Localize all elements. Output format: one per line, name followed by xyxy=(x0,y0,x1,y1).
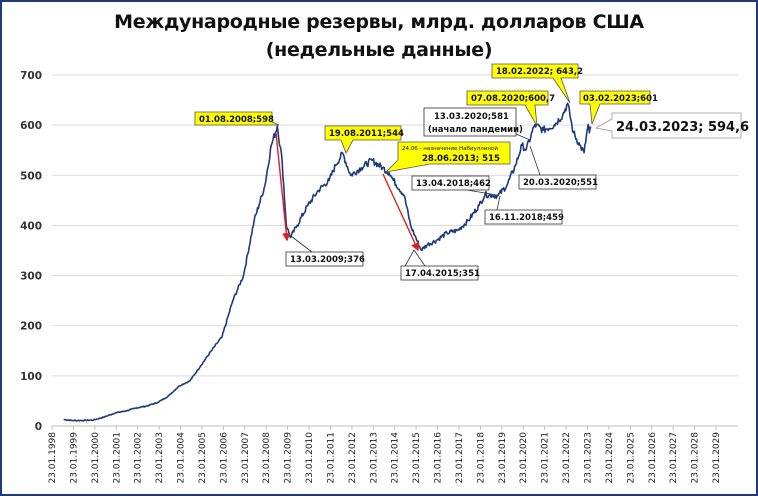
callout-2013-nabiullina: 24.06 - назначение Набиуллиной 28.06.201… xyxy=(384,141,511,173)
red-arrows xyxy=(275,132,419,252)
x-tick-label: 23.01.2012 xyxy=(348,432,358,484)
x-tick-label: 23.01.2007 xyxy=(241,432,251,484)
x-tick-label: 23.01.2005 xyxy=(198,432,208,484)
x-tick-label: 23.01.2018 xyxy=(476,432,486,484)
reserves-line xyxy=(63,102,592,422)
x-tick-label: 23.01.2019 xyxy=(498,432,508,484)
x-tick-label: 23.01.2003 xyxy=(155,432,165,484)
callout-2013-note: 24.06 - назначение Набиуллиной xyxy=(402,145,498,152)
callout-2018b-text: 16.11.2018;459 xyxy=(489,213,564,223)
red-arrow xyxy=(275,132,291,242)
callout-2009-text: 13.03.2009;376 xyxy=(290,255,365,265)
callout-2020-march-low: 20.03.2020;551 xyxy=(518,145,598,190)
callout-2022-peak: 18.02.2022; 643,2 xyxy=(491,63,583,104)
x-tick-label: 23.01.2020 xyxy=(519,432,529,484)
x-tick-label: 23.01.2009 xyxy=(284,432,294,484)
callout-2020a-line1: 13.03.2020;581 xyxy=(434,112,509,122)
chart-title-line1: Международные резервы, млрд. долларов СШ… xyxy=(114,11,644,33)
callout-2023b-text: 24.03.2023; 594,6 xyxy=(616,120,749,135)
x-tick-label: 23.01.2000 xyxy=(91,432,101,484)
x-tick-label: 23.01.2006 xyxy=(219,432,229,484)
callout-2023-feb: 03.02.2023;601 xyxy=(579,90,658,125)
y-tick-label: 400 xyxy=(20,220,42,232)
x-tick-label: 23.01.2008 xyxy=(262,432,272,484)
callout-2013-text: 28.06.2013; 515 xyxy=(422,154,500,164)
x-tick-label: 23.01.2001 xyxy=(112,432,122,484)
chart-title: Международные резервы, млрд. долларов СШ… xyxy=(0,8,758,64)
callout-2011-peak: 19.08.2011;544 xyxy=(324,125,404,154)
callout-2018a-text: 13.04.2018;462 xyxy=(416,179,491,189)
red-arrow xyxy=(382,173,419,252)
callout-2020a-line2: (начало пандемии) xyxy=(428,125,523,135)
x-tick-label: 23.01.2010 xyxy=(305,432,315,484)
annotations: 01.08.2008;598 13.03.2009;376 19.08.2011… xyxy=(194,63,749,281)
y-tick-label: 200 xyxy=(20,321,42,333)
x-tick-label: 23.01.2014 xyxy=(391,432,401,484)
callout-2009-low: 13.03.2009;376 xyxy=(285,235,365,267)
callout-2018-november: 16.11.2018;459 xyxy=(484,195,564,225)
x-tick-label: 23.01.1999 xyxy=(69,432,79,484)
x-tick-label: 23.01.1998 xyxy=(48,432,58,484)
x-tick-label: 23.01.2028 xyxy=(691,432,701,484)
x-tick-label: 23.01.2011 xyxy=(326,432,336,484)
y-tick-label: 700 xyxy=(20,70,42,82)
callout-2020b-text: 20.03.2020;551 xyxy=(523,178,598,188)
x-tick-label: 23.01.2029 xyxy=(712,432,722,484)
y-tick-label: 500 xyxy=(20,170,42,182)
callout-2020-august: 07.08.2020;600,7 xyxy=(466,90,555,127)
x-tick-label: 23.01.2027 xyxy=(669,432,679,484)
x-tick-label: 23.01.2022 xyxy=(562,432,572,484)
x-tick-label: 23.01.2021 xyxy=(541,432,551,484)
callout-2015-low: 17.04.2015;351 xyxy=(400,249,480,281)
x-tick-label: 23.01.2013 xyxy=(369,432,379,484)
x-tick-label: 23.01.2015 xyxy=(412,432,422,484)
x-tick-label: 23.01.2017 xyxy=(455,432,465,484)
callout-2023a-text: 03.02.2023;601 xyxy=(583,94,658,104)
callout-2020-pandemic: 13.03.2020;581 (начало пандемии) xyxy=(423,107,531,141)
callout-2023-latest: 24.03.2023; 594,6 xyxy=(594,112,749,139)
x-tick-label: 23.01.2016 xyxy=(434,432,444,484)
callout-2008-peak: 01.08.2008;598 xyxy=(194,111,280,126)
x-tick-label: 23.01.2025 xyxy=(626,432,636,484)
x-tick-label: 23.01.2002 xyxy=(134,432,144,484)
y-tick-label: 600 xyxy=(20,120,42,132)
x-axis: 23.01.1998 23.01.1999 23.01.2000 23.01.2001… xyxy=(48,425,738,484)
callout-2015-text: 17.04.2015;351 xyxy=(405,269,480,279)
x-tick-label: 23.01.2004 xyxy=(177,432,187,484)
x-tick-label: 23.01.2026 xyxy=(648,432,658,484)
y-tick-label: 300 xyxy=(20,271,42,283)
chart-title-line2: (недельные данные) xyxy=(265,39,493,61)
y-tick-label: 100 xyxy=(20,371,42,383)
callout-2020c-text: 07.08.2020;600,7 xyxy=(471,94,555,104)
callout-2008-text: 01.08.2008;598 xyxy=(199,115,274,125)
callout-2011-text: 19.08.2011;544 xyxy=(329,129,404,139)
callout-2018-april: 13.04.2018;462 xyxy=(411,175,498,196)
x-tick-label: 23.01.2023 xyxy=(584,432,594,484)
y-axis: 0 100 200 300 400 500 600 700 xyxy=(20,70,42,433)
x-tick-label: 23.01.2024 xyxy=(605,432,615,484)
y-tick-label: 0 xyxy=(35,421,42,433)
callout-2022-text: 18.02.2022; 643,2 xyxy=(496,67,583,77)
